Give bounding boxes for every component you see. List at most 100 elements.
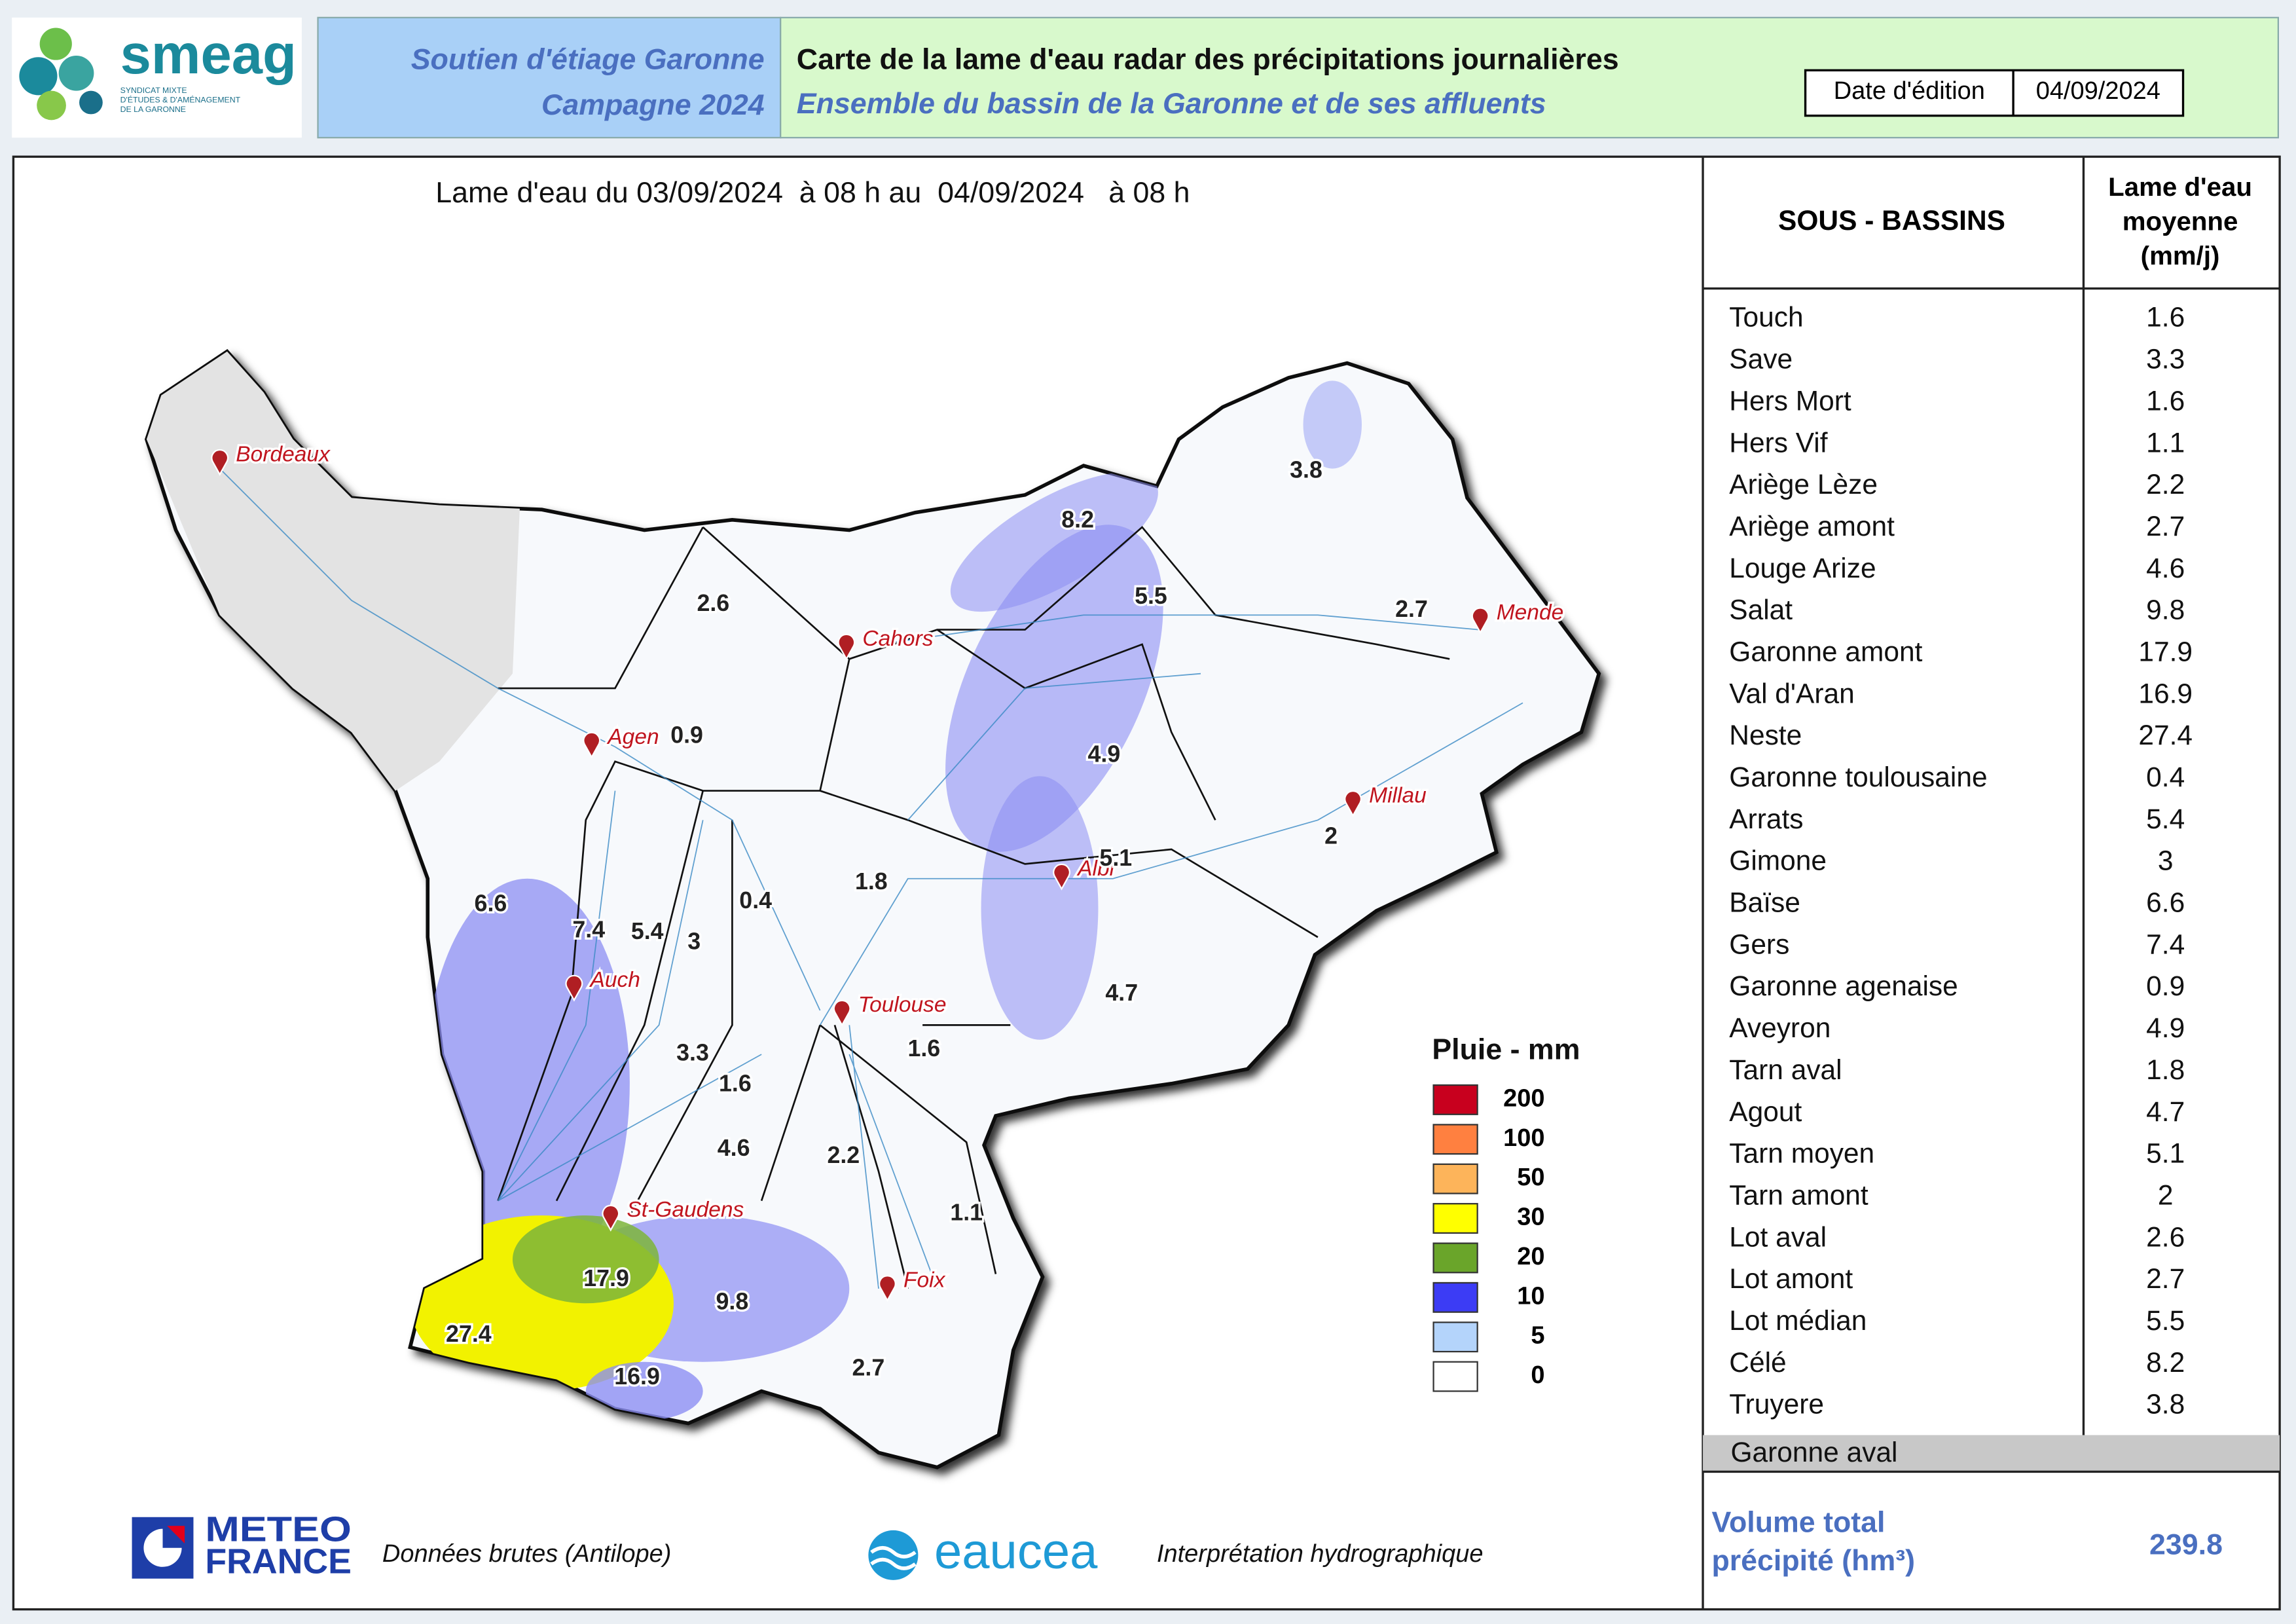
eaucea-name: eaucea	[934, 1524, 1098, 1579]
row-value: 5.5	[2146, 1306, 2185, 1337]
row-value: 3.3	[2146, 344, 2185, 375]
legend-label: 100	[1503, 1124, 1544, 1152]
row-name: Lot aval	[1729, 1222, 1827, 1253]
row-name: Tarn aval	[1729, 1055, 1842, 1086]
basin-value: 4.9	[1088, 741, 1121, 767]
row-value: 16.9	[2138, 678, 2193, 709]
map	[132, 337, 1599, 1467]
city-marker	[1053, 863, 1070, 891]
legend-swatch	[1432, 1084, 1478, 1115]
row-value: 0.4	[2146, 762, 2185, 793]
row-name: Tarn moyen	[1729, 1139, 1874, 1170]
legend-label: 30	[1517, 1204, 1544, 1231]
city-label: St-Gaudens	[627, 1198, 744, 1222]
row-name: Lot médian	[1729, 1306, 1867, 1337]
row-name: Gers	[1729, 929, 1789, 960]
meteo-caption: Données brutes (Antilope)	[382, 1540, 671, 1568]
city-marker	[602, 1204, 620, 1232]
row-name: Lot amont	[1729, 1264, 1853, 1295]
basin-value: 27.4	[446, 1321, 492, 1347]
city-marker	[1471, 607, 1489, 635]
row-value: 2	[2158, 1180, 2174, 1211]
legend-swatch	[1432, 1242, 1478, 1274]
meteo-name: METEO	[205, 1509, 352, 1549]
subtitle: Ensemble du bassin de la Garonne et de s…	[797, 88, 1546, 120]
row-value: 2.6	[2146, 1222, 2185, 1253]
legend-label: 200	[1503, 1084, 1544, 1112]
row-value: 17.9	[2138, 637, 2193, 667]
row-name: Garonne agenaise	[1729, 971, 1958, 1002]
basin-value: 0.9	[670, 722, 703, 748]
row-name: Louge Arize	[1729, 553, 1876, 584]
row-name: Hers Mort	[1729, 386, 1851, 416]
basin-value: 5.5	[1135, 583, 1167, 609]
city-label: Mende	[1497, 600, 1564, 625]
row-value: 1.6	[2146, 386, 2185, 416]
legend-swatch	[1432, 1321, 1478, 1353]
legend-swatch	[1432, 1163, 1478, 1194]
logo-subtitle: D'ÉTUDES & D'AMÉNAGEMENT	[120, 94, 241, 104]
row-value: 27.4	[2138, 720, 2193, 751]
basin-value: 1.8	[855, 868, 888, 895]
map-title: Lame d'eau du 03/09/2024 à 08 h au 04/09…	[435, 177, 1190, 209]
excluded-name: Garonne aval	[1731, 1437, 1898, 1468]
city-marker	[211, 449, 229, 476]
basin-value: 3	[687, 929, 701, 955]
city-marker	[565, 974, 583, 1002]
legend-label: 0	[1531, 1361, 1544, 1389]
legend-label: 5	[1531, 1322, 1544, 1350]
legend-swatch	[1432, 1282, 1478, 1313]
table-header-value: Lame d'eau	[2108, 172, 2252, 202]
city-label: Albi	[1076, 857, 1115, 881]
table-header-value: moyenne	[2123, 207, 2238, 236]
basin-value: 2.7	[1395, 596, 1428, 622]
logo-subtitle: SYNDICAT MIXTE	[120, 86, 187, 95]
row-name: Gimone	[1729, 846, 1827, 877]
row-name: Agout	[1729, 1097, 1802, 1128]
date-label: Date d'édition	[1834, 77, 1985, 105]
city-label: Toulouse	[858, 993, 947, 1017]
basin-value: 8.2	[1061, 507, 1094, 533]
row-value: 4.6	[2146, 553, 2185, 584]
city-marker	[1344, 790, 1362, 817]
row-value: 4.9	[2146, 1013, 2185, 1044]
table-header-name: SOUS - BASSINS	[1778, 206, 2005, 236]
city-label: Foix	[903, 1268, 946, 1293]
legend-label: 10	[1517, 1282, 1544, 1310]
basin-value: 2.7	[852, 1354, 885, 1380]
basin-value: 6.6	[475, 890, 507, 916]
row-name: Aveyron	[1729, 1013, 1831, 1044]
basin-value: 1.6	[907, 1035, 940, 1061]
row-name: Truyere	[1729, 1390, 1824, 1420]
row-value: 1.1	[2146, 428, 2185, 458]
row-value: 2.7	[2146, 1264, 2185, 1295]
logo-name: smeag	[120, 24, 297, 86]
excluded-row	[1703, 1435, 2280, 1472]
total-label: Volume total	[1711, 1507, 1885, 1539]
date-box	[1804, 69, 2185, 117]
basin-value: 1.1	[950, 1199, 983, 1225]
basin-value: 2	[1324, 823, 1338, 849]
city-marker	[833, 999, 851, 1027]
basin-value: 17.9	[583, 1265, 629, 1291]
basin-value: 5.4	[631, 918, 664, 944]
legend-swatch	[1432, 1203, 1478, 1234]
city-label: Millau	[1369, 783, 1427, 807]
row-name: Garonne toulousaine	[1729, 762, 1987, 793]
basin-value: 2.6	[697, 590, 729, 616]
row-name: Val d'Aran	[1729, 678, 1854, 709]
row-value: 8.2	[2146, 1348, 2185, 1378]
row-value: 3.8	[2146, 1390, 2185, 1420]
row-name: Arrats	[1729, 804, 1803, 835]
eaucea-caption: Interprétation hydrographique	[1157, 1540, 1484, 1568]
row-value: 0.9	[2146, 971, 2185, 1002]
city-marker	[837, 633, 856, 661]
row-value: 5.1	[2146, 1139, 2185, 1170]
row-name: Ariège amont	[1729, 511, 1895, 542]
legend-swatch	[1432, 1124, 1478, 1155]
row-name: Célé	[1729, 1348, 1786, 1378]
row-name: Garonne amont	[1729, 637, 1922, 667]
basin-value: 3.3	[676, 1040, 709, 1066]
meteo-name: FRANCE	[205, 1541, 352, 1581]
